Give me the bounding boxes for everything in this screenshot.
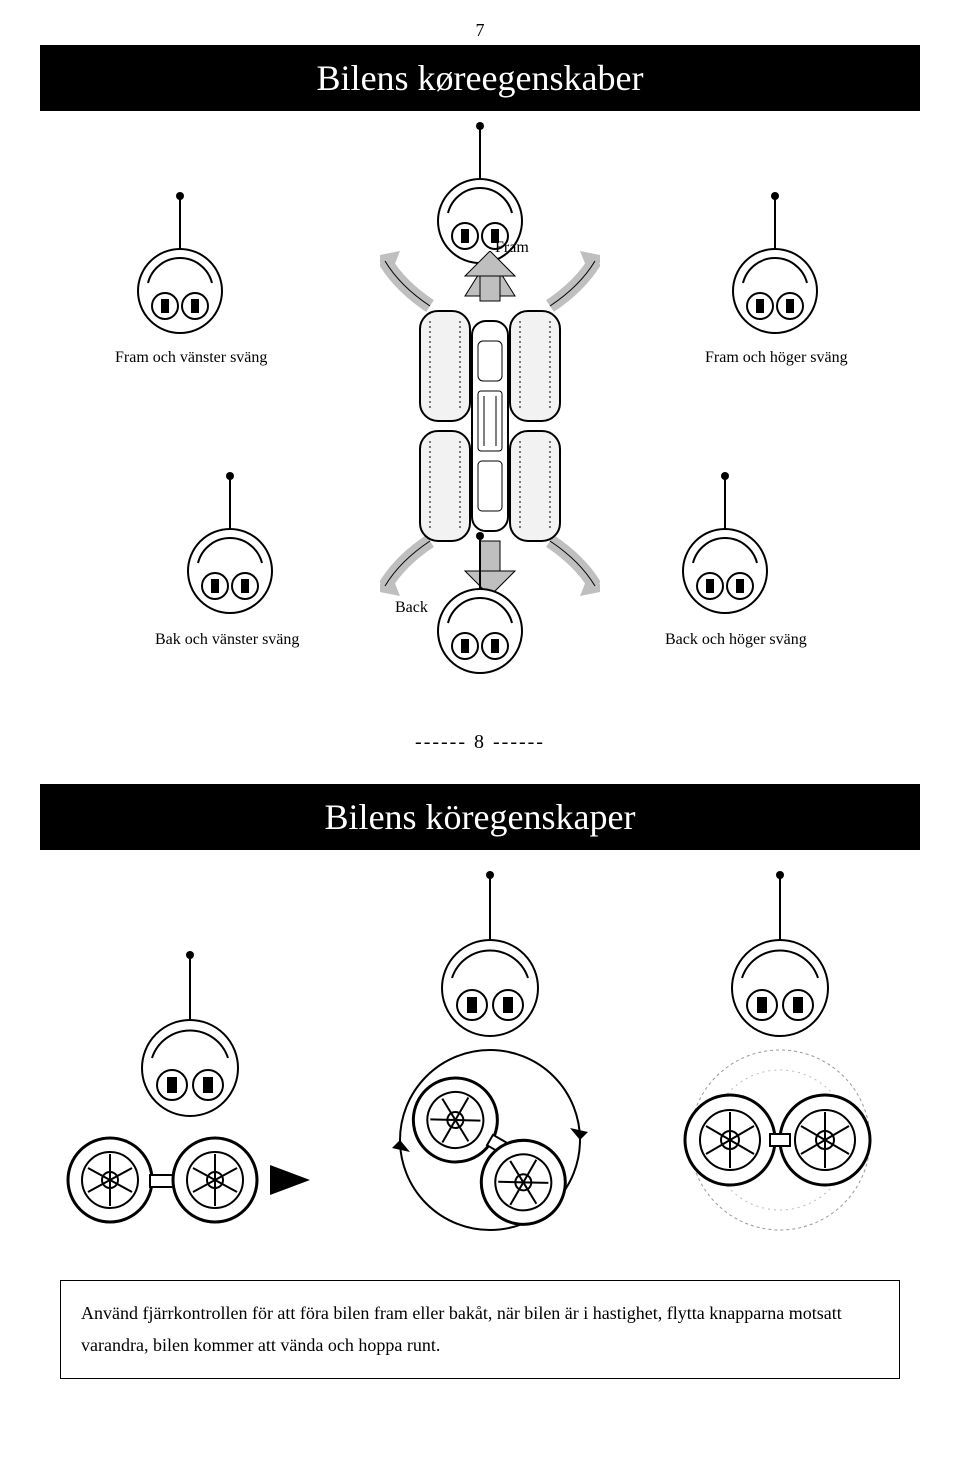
label-bak-vanster: Bak och vänster sväng: [155, 631, 299, 649]
page-divider: ------ 8 ------: [40, 731, 920, 754]
stunt-col-2: [370, 870, 610, 1240]
remote-top-left: [135, 191, 225, 346]
remote-stunt-2: [430, 870, 550, 1040]
remote-top-right: [730, 191, 820, 346]
remote-bottom: [435, 531, 525, 686]
label-fram-vanster: Fram och vänster sväng: [115, 349, 267, 367]
label-fram-hoger: Fram och höger sväng: [705, 349, 848, 367]
remote-stunt-3: [720, 870, 840, 1040]
remote-stunt-1: [130, 950, 250, 1120]
remote-bottom-left: [185, 471, 275, 626]
info-textbox: Använd fjärrkontrollen för att föra bile…: [60, 1280, 900, 1379]
wheels-blur: [660, 1040, 900, 1240]
banner-title-1: Bilens køreegenskaber: [40, 45, 920, 111]
label-back-hoger: Back och höger sväng: [665, 631, 807, 649]
remote-bottom-right: [680, 471, 770, 626]
diagram-top: Fram Fram och vänster sväng: [40, 121, 920, 701]
stunt-col-3: [660, 870, 900, 1240]
banner-title-2: Bilens köregenskaper: [40, 784, 920, 850]
wheels-spinning: [370, 1040, 610, 1240]
diagram-bottom-row: [40, 870, 920, 1240]
label-back: Back: [395, 599, 428, 617]
stunt-col-1: [60, 950, 320, 1240]
wheels-flat: [60, 1120, 320, 1240]
page-number-top: 7: [40, 20, 920, 41]
